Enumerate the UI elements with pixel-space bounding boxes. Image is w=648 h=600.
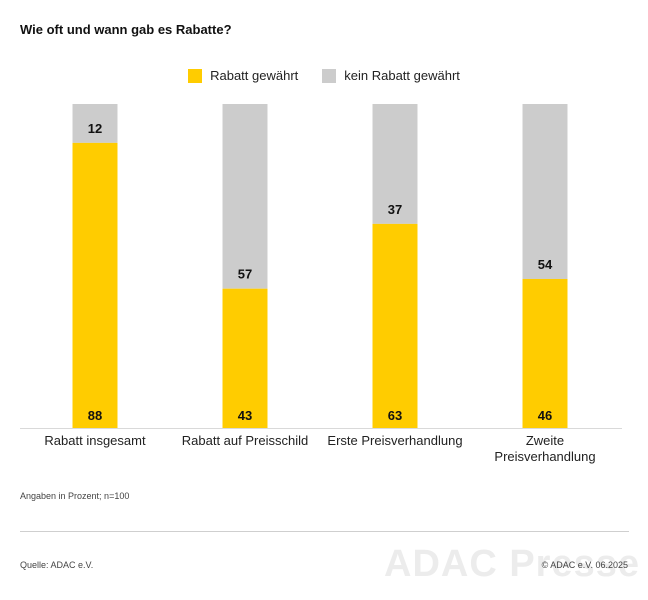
data-label-granted: 63 <box>388 408 402 423</box>
footer-divider <box>20 531 629 532</box>
legend-label-not-granted: kein Rabatt gewährt <box>344 68 460 83</box>
data-label-granted: 46 <box>538 408 552 423</box>
legend: Rabatt gewährt kein Rabatt gewährt <box>0 68 648 83</box>
data-label-not-granted: 12 <box>88 121 102 136</box>
legend-label-granted: Rabatt gewährt <box>210 68 299 83</box>
category-label: Erste Preisverhandlung <box>327 433 462 448</box>
footnote: Angaben in Prozent; n=100 <box>20 491 130 501</box>
data-label-not-granted: 54 <box>538 257 553 272</box>
category-label: Rabatt auf Preisschild <box>182 433 308 448</box>
chart-title: Wie oft und wann gab es Rabatte? <box>20 22 232 37</box>
legend-swatch-granted <box>188 68 203 83</box>
bar-granted <box>522 278 568 428</box>
bar-granted <box>222 288 268 428</box>
category-label: Preisverhandlung <box>494 449 595 464</box>
bar-not-granted <box>522 104 568 279</box>
bar-granted <box>72 142 118 428</box>
bar-granted <box>372 223 418 428</box>
watermark: ADAC Presse <box>384 543 640 585</box>
data-label-not-granted: 37 <box>388 202 402 217</box>
legend-item-not-granted: kein Rabatt gewährt <box>322 68 460 83</box>
data-label-granted: 43 <box>238 408 252 423</box>
data-label-not-granted: 57 <box>238 267 252 282</box>
legend-swatch-not-granted <box>322 68 337 83</box>
source-note: Quelle: ADAC e.V. <box>20 560 94 570</box>
category-label: Zweite <box>526 433 564 448</box>
category-label: Rabatt insgesamt <box>44 433 146 448</box>
bar-not-granted <box>72 104 118 143</box>
legend-item-granted: Rabatt gewährt <box>188 68 298 83</box>
data-label-granted: 88 <box>88 408 102 423</box>
copyright-note: © ADAC e.V. 06.2025 <box>541 560 628 570</box>
bar-not-granted <box>222 104 268 289</box>
bar-not-granted <box>372 104 418 224</box>
